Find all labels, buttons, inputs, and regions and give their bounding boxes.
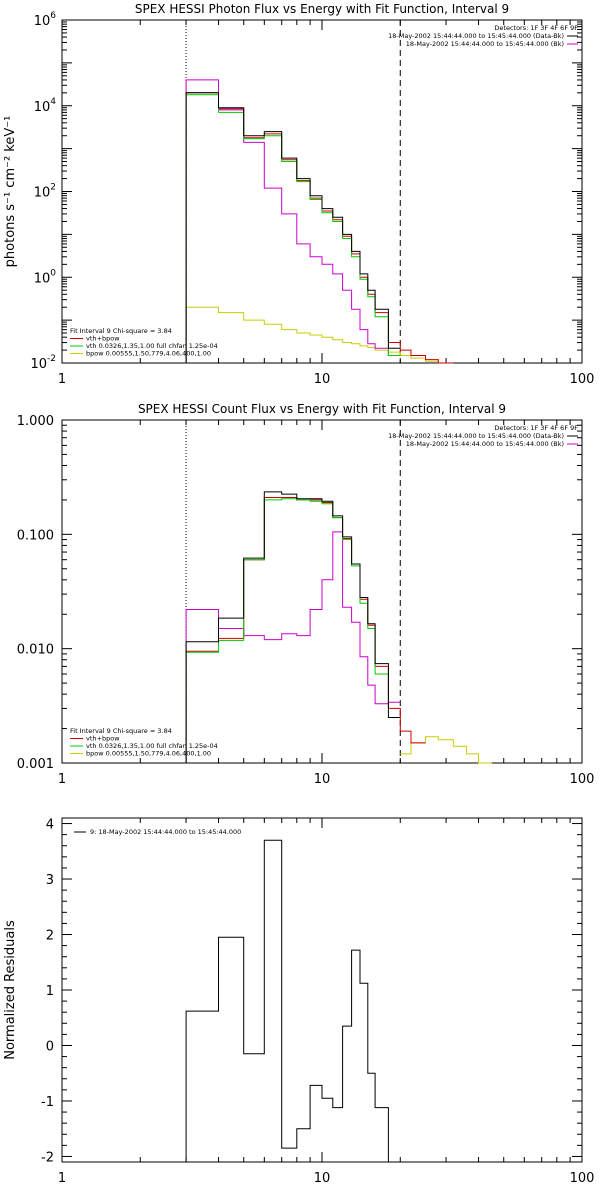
legend-entry: vth+bpow xyxy=(86,735,120,743)
header-line: 18-May-2002 15:44:44.000 to 15:45:44.000… xyxy=(406,40,564,48)
series-4 xyxy=(185,306,454,364)
y-tick-label: 1 xyxy=(46,984,54,999)
x-tick-label: 10 xyxy=(314,372,331,387)
legend-entry: 9: 18-May-2002 15:44:44.000 to 15:45:44.… xyxy=(90,828,241,836)
x-tick-label: 100 xyxy=(570,1171,595,1186)
series-0 xyxy=(185,839,401,1163)
y-tick-label: 106 xyxy=(34,11,57,29)
x-tick-label: 1 xyxy=(58,1171,66,1186)
chart-title: SPEX HESSI Photon Flux vs Energy with Fi… xyxy=(135,2,509,16)
y-tick-label: 100 xyxy=(34,268,57,286)
header-line: Detectors: 1F 3F 4F 6F 9F xyxy=(494,424,578,432)
header-line: 18-May-2002 15:44:44.000 to 15:45:44.000… xyxy=(388,32,564,40)
fit-summary: Fit Interval 9 Chi-square = 3.84 xyxy=(70,327,172,335)
series-data-bk xyxy=(185,491,401,763)
series-3 xyxy=(185,94,401,363)
y-tick-label: 0.100 xyxy=(17,528,54,543)
x-tick-label: 100 xyxy=(570,372,595,387)
x-tick-label: 1 xyxy=(58,372,66,387)
y-tick-label: 10-2 xyxy=(30,354,56,372)
y-tick-label: 0 xyxy=(46,1039,54,1054)
header-line: 18-May-2002 15:44:44.000 to 15:45:44.000… xyxy=(406,440,564,448)
y-axis-label: photons s⁻¹ cm⁻² keV⁻¹ xyxy=(3,116,18,268)
y-tick-label: 2 xyxy=(46,929,54,944)
y-tick-label: 0.010 xyxy=(17,643,54,658)
y-tick-label: 102 xyxy=(34,183,56,201)
y-tick-label: -1 xyxy=(41,1095,54,1110)
x-tick-label: 1 xyxy=(58,772,66,787)
y-tick-label: 0.001 xyxy=(17,757,54,772)
series-bk xyxy=(185,79,401,363)
legend-entry: vth 0.0326,1.35,1.00 full chfan 1.25e-04 xyxy=(86,342,218,350)
y-tick-label: 1.000 xyxy=(17,414,54,429)
y-tick-label: 104 xyxy=(34,97,57,115)
photon-flux-panel: SPEX HESSI Photon Flux vs Energy with Fi… xyxy=(3,2,594,387)
chart-title: SPEX HESSI Count Flux vs Energy with Fit… xyxy=(138,402,506,416)
x-tick-label: 10 xyxy=(314,772,331,787)
header-line: Detectors: 1F 3F 4F 6F 9F xyxy=(494,24,578,32)
fit-summary: Fit Interval 9 Chi-square = 3.84 xyxy=(70,727,172,735)
count-flux-panel: SPEX HESSI Count Flux vs Energy with Fit… xyxy=(17,402,595,787)
y-tick-label: 3 xyxy=(46,873,54,888)
legend-entry: bpow 0.00555,1.50,779,4.06,400,1.00 xyxy=(86,750,211,758)
header-line: 18-May-2002 15:44:44.000 to 15:45:44.000… xyxy=(388,432,564,440)
y-tick-label: 4 xyxy=(46,818,54,833)
x-tick-label: 10 xyxy=(314,1171,331,1186)
series-data-bk xyxy=(185,92,401,363)
legend-entry: vth 0.0326,1.35,1.00 full chfan 1.25e-04 xyxy=(86,742,218,750)
residuals-panel: 1 10 100 -2 -1 0 1 2 3 4 Normalized Residuals 9: 18… xyxy=(3,817,595,1186)
legend-entry: bpow 0.00555,1.50,779,4.06,400,1.00 xyxy=(86,350,211,358)
legend-entry: vth+bpow xyxy=(86,335,120,343)
y-axis-label: Normalized Residuals xyxy=(3,920,18,1060)
y-tick-label: -2 xyxy=(41,1150,54,1165)
x-tick-label: 100 xyxy=(570,772,595,787)
